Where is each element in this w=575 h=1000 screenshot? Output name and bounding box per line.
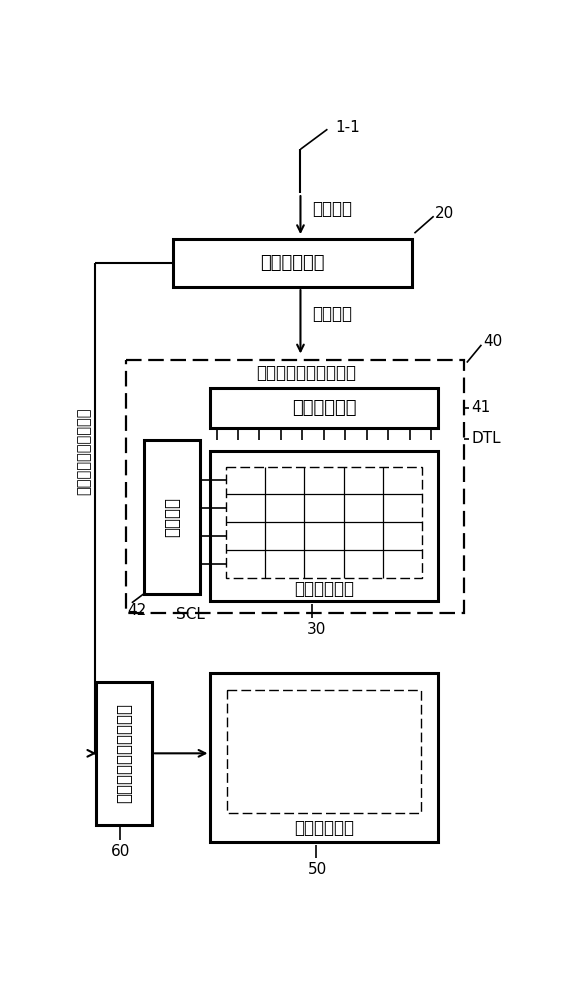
Text: 平面光源设备控制电路: 平面光源设备控制电路 (115, 703, 133, 803)
Text: 平面光源设备: 平面光源设备 (294, 819, 354, 837)
Text: 图像显示面板: 图像显示面板 (294, 580, 354, 598)
Text: 1-1: 1-1 (335, 120, 360, 135)
Text: DTL: DTL (472, 431, 501, 446)
Text: 平面光源设备控制信号: 平面光源设备控制信号 (76, 407, 91, 495)
Bar (144, 440, 200, 594)
Text: SCL: SCL (176, 607, 205, 622)
Bar (210, 451, 438, 601)
Bar (227, 690, 420, 813)
Text: 30: 30 (306, 622, 326, 637)
Text: 40: 40 (484, 334, 503, 349)
Text: 图像显示面板驱动电路: 图像显示面板驱动电路 (256, 364, 356, 382)
Bar (210, 388, 438, 428)
Text: 41: 41 (472, 400, 490, 415)
Text: 信号输出电路: 信号输出电路 (292, 399, 356, 417)
Bar (97, 682, 152, 825)
Text: 信号处理单元: 信号处理单元 (260, 254, 325, 272)
Bar (126, 360, 465, 613)
Text: 输出信号: 输出信号 (312, 305, 352, 323)
Bar (174, 239, 412, 287)
Text: 输入信号: 输入信号 (312, 200, 352, 218)
Text: 扫描电路: 扫描电路 (163, 497, 181, 537)
Bar (226, 466, 422, 578)
Bar (210, 673, 438, 842)
Text: 50: 50 (308, 862, 327, 877)
Text: 60: 60 (110, 844, 130, 859)
Text: 20: 20 (435, 206, 454, 221)
Text: 42: 42 (127, 603, 147, 618)
